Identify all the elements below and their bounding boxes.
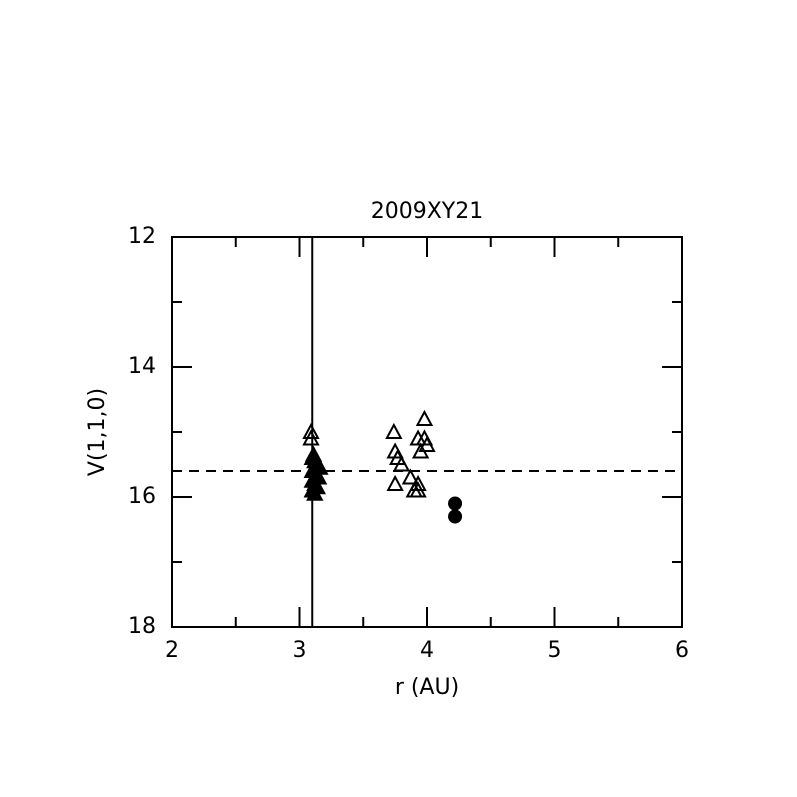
y-tick-label: 14	[128, 354, 156, 379]
point	[302, 422, 320, 439]
point	[418, 435, 436, 452]
point	[401, 468, 420, 485]
point	[448, 509, 463, 524]
point	[409, 481, 427, 498]
y-tick-label: 18	[128, 614, 156, 639]
point	[392, 455, 411, 472]
x-tick-label: 2	[165, 638, 179, 663]
y-tick-label: 16	[128, 484, 156, 509]
point	[385, 422, 403, 439]
y-tick-label: 12	[128, 224, 156, 249]
point	[415, 409, 434, 426]
point	[386, 474, 404, 491]
x-tick-label: 6	[675, 638, 689, 663]
x-tick-label: 3	[293, 638, 307, 663]
x-tick-label: 5	[548, 638, 562, 663]
x-axis-label: r (AU)	[395, 675, 459, 700]
chart-title: 2009XY21	[371, 199, 484, 224]
point	[306, 484, 324, 501]
point	[409, 474, 427, 491]
point	[448, 496, 463, 511]
point	[302, 429, 320, 446]
x-tick-label: 4	[420, 638, 434, 663]
y-axis-label: V(1,1,0)	[85, 388, 110, 476]
